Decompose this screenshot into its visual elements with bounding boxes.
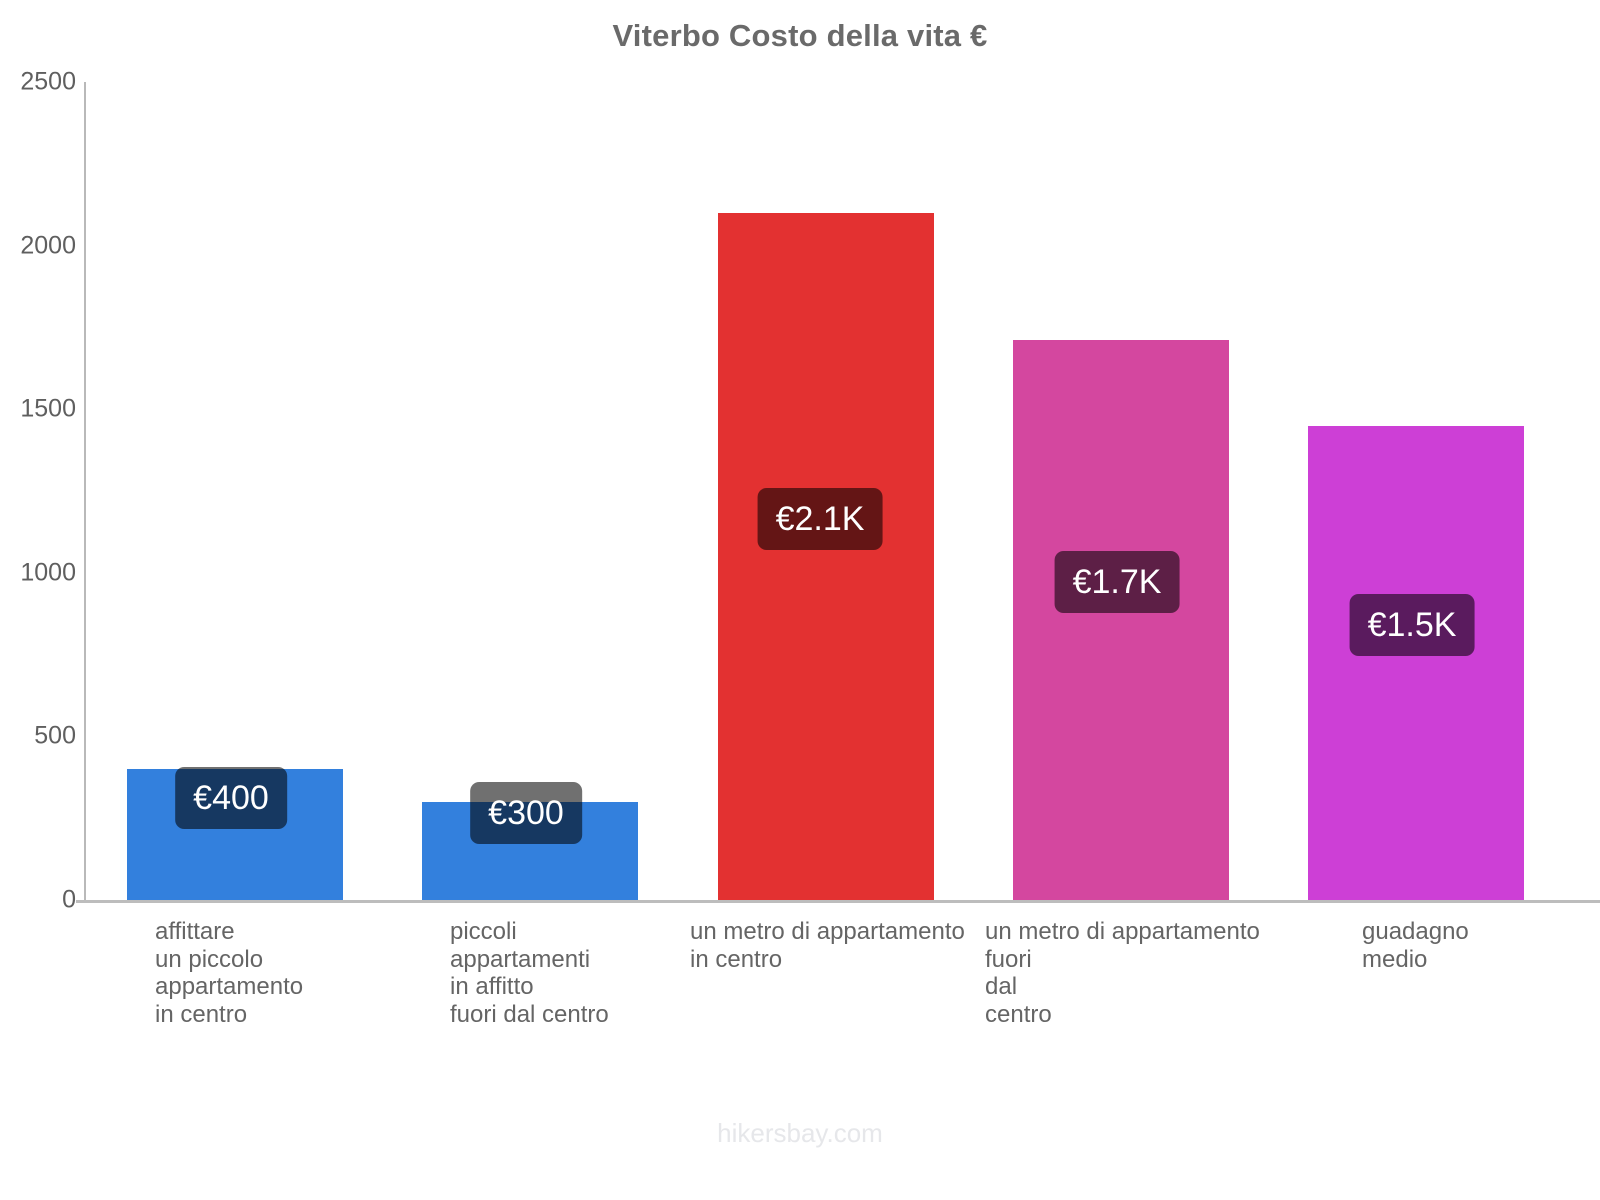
bar-value-label: €300 <box>470 782 582 844</box>
bar-value-label: €1.7K <box>1054 551 1180 613</box>
bar[interactable] <box>1308 425 1524 900</box>
footer-watermark: hikersbay.com <box>717 1118 883 1148</box>
y-axis-tick-label: 2500 <box>20 67 76 96</box>
x-axis-category-label: piccoli appartamenti in affitto fuori da… <box>450 918 609 1028</box>
bar[interactable] <box>718 212 934 900</box>
y-axis-tick-label: 1500 <box>20 394 76 423</box>
x-axis-category-label: un metro di appartamento in centro <box>690 918 965 973</box>
bar-value-label: €1.5K <box>1349 594 1475 656</box>
x-axis-category-labels: affittare un piccolo appartamento in cen… <box>0 918 1600 1078</box>
chart-title: Viterbo Costo della vita € <box>612 18 988 53</box>
y-axis-tick-labels: 0 500 1000 1500 2000 2500 <box>0 0 76 1200</box>
x-axis-line <box>76 900 1600 903</box>
y-axis-tick-label: 1000 <box>20 558 76 587</box>
bars-layer: €400 €300 €2.1K €1.7K €1.5K <box>0 82 1600 900</box>
x-axis-category-label: guadagno medio <box>1362 918 1469 973</box>
x-axis-category-label: un metro di appartamento fuori dal centr… <box>985 918 1260 1028</box>
bar-value-label: €400 <box>175 767 287 829</box>
bar-value-label: €2.1K <box>757 488 883 550</box>
y-axis-tick-label: 0 <box>62 885 76 914</box>
x-axis-category-label: affittare un piccolo appartamento in cen… <box>155 918 304 1028</box>
bar[interactable] <box>1013 339 1229 900</box>
y-axis-line <box>84 82 86 900</box>
y-axis-tick-label: 500 <box>34 721 76 750</box>
y-axis-tick-label: 2000 <box>20 231 76 260</box>
